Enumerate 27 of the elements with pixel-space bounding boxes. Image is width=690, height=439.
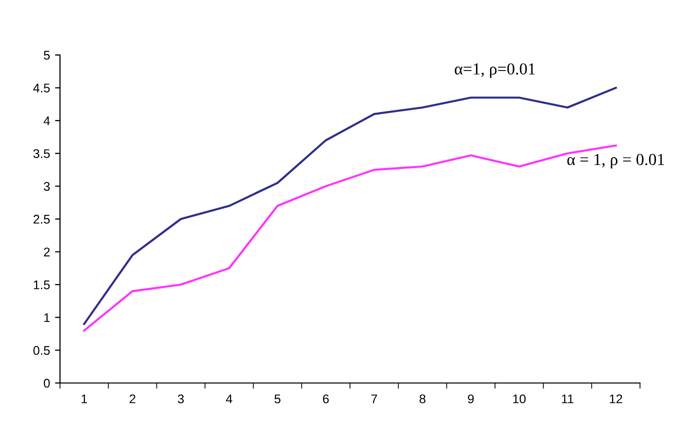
series-label: α=1, ρ=0.01 (454, 63, 535, 78)
x-tick-label: 1 (82, 394, 88, 404)
y-tick-label: 5 (44, 50, 50, 60)
series-label: α = 1, ρ = 0.01 (567, 154, 664, 169)
y-tick-label: 0.5 (33, 346, 50, 355)
y-tick-label: 2.5 (34, 214, 50, 224)
x-tick-label: 4 (226, 394, 232, 404)
line-series (83, 144, 617, 332)
y-tick-label: 4.5 (33, 84, 50, 92)
x-tick-label: 9 (468, 394, 474, 404)
x-tick-label: 5 (274, 394, 280, 404)
x-tick-label: 11 (562, 394, 574, 404)
x-tick-label: 7 (371, 394, 378, 404)
y-tick-label: 1.5 (34, 280, 50, 290)
y-tick-label: 2 (44, 248, 50, 256)
x-tick-label: 10 (513, 394, 526, 404)
x-tick-label: 8 (420, 394, 426, 404)
y-tick-label: 4 (44, 116, 50, 126)
y-tick-label: 0 (44, 378, 50, 388)
x-tick-label: 12 (610, 394, 622, 404)
x-tick-label: 6 (322, 394, 329, 404)
x-tick-label: 3 (178, 394, 184, 404)
y-tick-label: 3 (44, 182, 50, 191)
x-tick-label: 2 (130, 394, 136, 404)
y-tick-label: 1 (44, 313, 50, 322)
line-series (83, 86, 617, 326)
y-tick-label: 3.5 (33, 149, 50, 158)
